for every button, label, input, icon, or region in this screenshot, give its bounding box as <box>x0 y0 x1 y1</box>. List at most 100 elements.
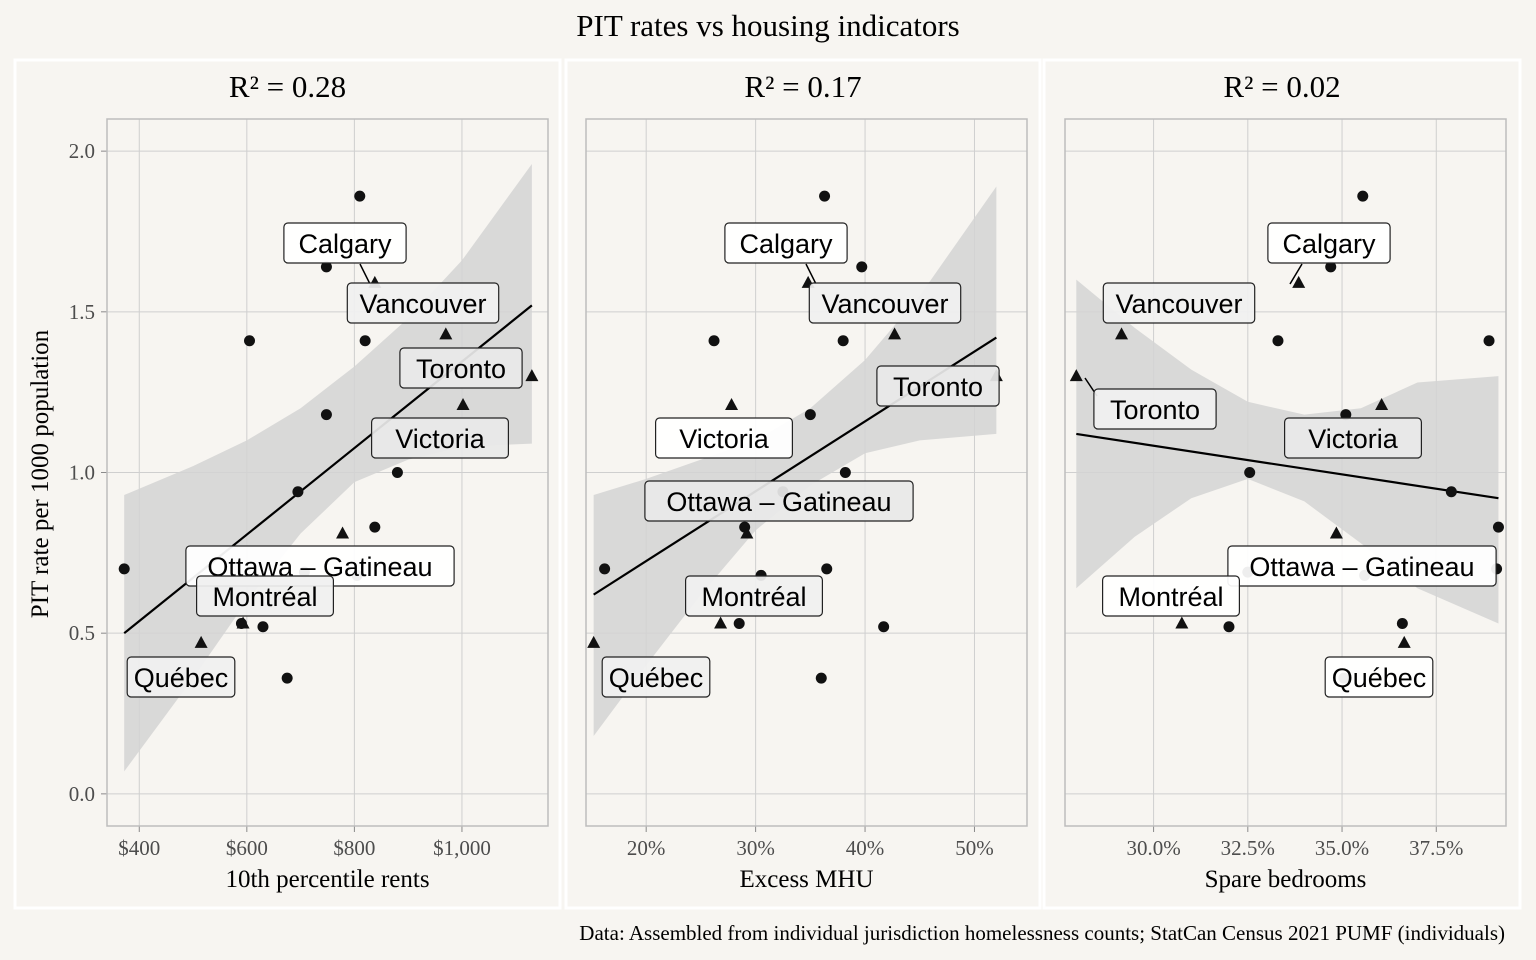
city-label: Vancouver <box>1115 289 1242 319</box>
data-point-circle <box>837 335 849 347</box>
x-tick-label: 40% <box>846 836 885 860</box>
city-label: Québec <box>134 663 229 693</box>
city-label: Québec <box>1332 663 1427 693</box>
data-point-triangle <box>456 398 470 411</box>
city-label: Toronto <box>416 354 506 384</box>
city-label-box <box>1093 388 1217 430</box>
city-label-box <box>724 222 848 264</box>
data-point-circle <box>359 335 371 347</box>
x-tick-label: $1,000 <box>433 836 491 860</box>
city-label-box <box>1101 575 1240 617</box>
data-point-circle <box>856 261 868 273</box>
data-point-circle <box>733 618 745 630</box>
data-point-triangle <box>740 526 754 539</box>
data-point-circle <box>1492 521 1504 533</box>
city-label: Toronto <box>893 372 983 402</box>
data-point-triangle <box>587 635 601 648</box>
facet-title: R² = 0.28 <box>229 69 346 104</box>
city-label: Calgary <box>739 229 833 259</box>
data-point-triangle <box>236 616 250 629</box>
x-tick-label: 30% <box>736 836 775 860</box>
data-point-circle <box>815 672 827 684</box>
city-label-box <box>1283 417 1422 459</box>
city-label-box <box>399 347 523 389</box>
city-label-box <box>876 365 1000 407</box>
x-tick-label: 35.0% <box>1315 836 1369 860</box>
data-point-triangle <box>525 369 539 382</box>
city-label-box <box>1267 222 1391 264</box>
data-point-triangle <box>1115 327 1129 340</box>
city-label: Ottawa – Gatineau <box>1249 552 1474 582</box>
city-label: Vancouver <box>359 289 486 319</box>
x-tick-label: $600 <box>226 836 268 860</box>
y-tick-label: 0.0 <box>69 782 95 806</box>
facet-title: R² = 0.17 <box>744 69 861 104</box>
data-point-circle <box>244 335 256 347</box>
data-point-circle <box>1445 486 1457 498</box>
city-label: Montréal <box>701 582 806 612</box>
facet-1: R² = 0.28 $400 $600 $800 $1,000 0.0 0.5 1.0 1.5 2… <box>13 58 562 910</box>
city-label-box <box>1227 545 1497 587</box>
facet-title: R² = 0.02 <box>1223 69 1340 104</box>
data-point-triangle <box>1329 526 1343 539</box>
data-point-circle <box>839 467 851 478</box>
panel-border <box>585 118 1028 827</box>
data-point-circle <box>354 190 366 202</box>
facet-2: R² = 0.17 20% 30% 40% 50% Calgary Vancouver Tor… <box>564 58 1042 910</box>
data-point-circle <box>1272 335 1284 347</box>
facet-3: R² = 0.02 30.0% 32.5% 35.0% 37.5% Calgary Vanc… <box>1042 58 1522 910</box>
y-tick-label: 0.5 <box>69 621 95 645</box>
data-point-circle <box>1483 335 1495 347</box>
x-tick-label: 37.5% <box>1409 836 1463 860</box>
city-label-box <box>346 282 500 324</box>
city-label-box <box>1324 656 1434 698</box>
city-label-box <box>684 575 823 617</box>
data-point-circle <box>391 467 403 478</box>
y-axis-label: PIT rate per 1000 population <box>27 329 54 618</box>
trend-line <box>1076 432 1499 500</box>
data-point-circle <box>1244 467 1256 478</box>
callout-leader <box>805 263 817 285</box>
data-point-triangle <box>194 635 208 648</box>
data-point-triangle <box>725 398 739 411</box>
x-tick-label: 20% <box>627 836 666 860</box>
city-label: Victoria <box>679 424 770 454</box>
data-point-triangle <box>1292 275 1306 288</box>
facets: R² = 0.28 $400 $600 $800 $1,000 0.0 0.5 1.0 1.5 2… <box>13 58 1522 910</box>
chart-title: PIT rates vs housing indicators <box>576 8 959 43</box>
x-tick-label: 30.0% <box>1126 836 1180 860</box>
data-point-circle <box>281 672 293 684</box>
data-point-circle <box>1223 621 1235 633</box>
data-point-circle <box>708 335 720 347</box>
data-point-triangle <box>1397 635 1411 648</box>
facet-outline <box>1042 58 1522 910</box>
data-point-circle <box>257 621 269 633</box>
facet-outline <box>13 58 562 910</box>
data-point-circle <box>320 261 332 273</box>
data-point-circle <box>1396 618 1408 630</box>
city-label: Victoria <box>395 424 486 454</box>
x-axis-label: Spare bedrooms <box>1205 866 1367 893</box>
city-label: Montréal <box>1118 582 1223 612</box>
callout-leader <box>1289 263 1303 285</box>
callout-leader <box>359 263 371 285</box>
data-point-triangle <box>1175 616 1189 629</box>
data-point-triangle <box>336 526 350 539</box>
city-label-box <box>126 656 236 698</box>
x-tick-label: 50% <box>955 836 994 860</box>
city-label-box <box>644 480 914 522</box>
panel-border <box>106 118 549 827</box>
data-point-circle <box>292 486 304 498</box>
city-label-box <box>601 656 711 698</box>
y-tick-label: 2.0 <box>69 139 95 163</box>
data-point-triangle <box>714 616 728 629</box>
facet-outline <box>564 58 1042 910</box>
data-point-circle <box>1357 190 1369 202</box>
city-label-box <box>283 222 407 264</box>
city-label-box <box>808 282 962 324</box>
data-point-triangle <box>439 327 453 340</box>
data-point-circle <box>878 621 890 633</box>
data-point-circle <box>599 563 611 575</box>
data-point-triangle <box>1375 398 1389 411</box>
